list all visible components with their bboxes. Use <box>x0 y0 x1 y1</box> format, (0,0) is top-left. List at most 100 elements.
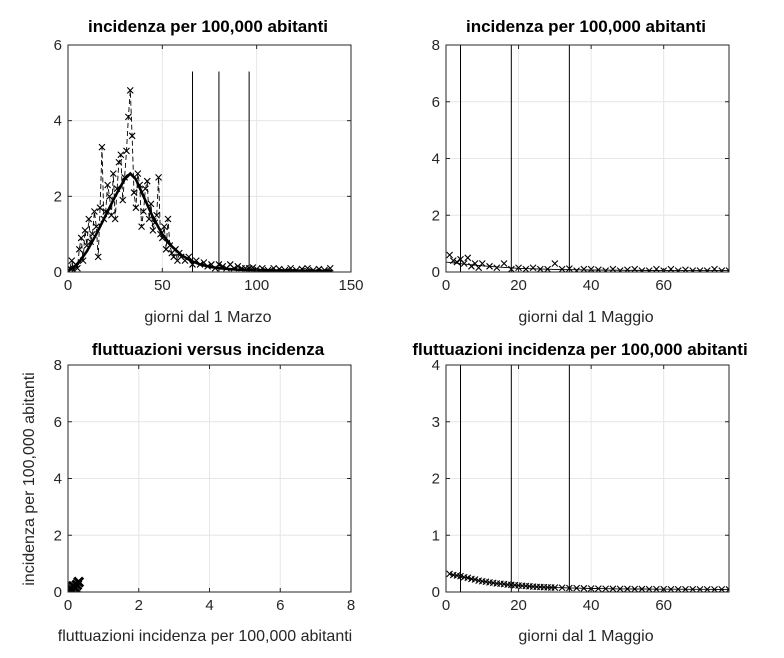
data-point-marker <box>160 223 168 230</box>
data-point-marker <box>711 265 718 272</box>
data-point-marker <box>81 226 89 234</box>
data-point-marker <box>121 174 128 181</box>
data-point-marker <box>689 585 697 592</box>
panel-3-ylabel: incidenza per 100,000 abitanti <box>21 372 38 586</box>
data-point-marker <box>653 265 660 272</box>
data-point-marker <box>117 151 125 159</box>
data-point-marker <box>522 265 530 272</box>
data-point-marker <box>126 87 134 94</box>
panel-2-xlabel: giorni dal 1 Maggio <box>518 309 653 326</box>
data-point-marker <box>631 585 639 592</box>
panel-4-title: fluttuazioni incidenza per 100,000 abita… <box>412 340 747 359</box>
data-point-marker <box>529 264 537 272</box>
data-point-marker <box>624 585 631 592</box>
data-point-marker <box>565 265 573 272</box>
plot-area <box>68 576 85 592</box>
panel-4: fluttuazioni incidenza per 100,000 abita… <box>412 340 747 645</box>
panel-2-plot: 0 20 40 60 0 2 4 6 8 <box>432 37 730 294</box>
data-point-marker <box>609 585 617 592</box>
x-tick-label: 6 <box>276 597 284 614</box>
x-tick-label: 150 <box>338 277 363 294</box>
x-tick-label: 60 <box>655 277 672 294</box>
panel-4-xlabel: giorni dal 1 Maggio <box>518 628 653 645</box>
panel-4-plot: 0 20 40 60 0 1 2 3 4 <box>432 357 730 614</box>
x-tick-label: 0 <box>442 277 450 294</box>
y-tick-label: 2 <box>432 207 440 224</box>
data-point-marker <box>71 579 83 591</box>
data-point-marker <box>453 258 461 266</box>
panel-1-xlabel: giorni dal 1 Marzo <box>144 309 271 326</box>
data-point-marker <box>667 585 675 592</box>
y-tick-label: 8 <box>432 37 440 54</box>
x-tick-label: 0 <box>64 277 72 294</box>
x-tick-label: 0 <box>442 597 450 614</box>
data-point-marker <box>130 189 138 196</box>
data-point-marker <box>645 585 653 592</box>
x-tick-label: 60 <box>655 597 672 614</box>
data-point-marker <box>565 584 573 592</box>
data-point-marker <box>703 585 711 592</box>
y-tick-label: 4 <box>54 471 62 488</box>
panel-1-plot: 0 50 100 150 0 2 4 6 <box>54 37 364 294</box>
axes-frame <box>67 44 352 273</box>
panel-3-xlabel: fluttuazioni incidenza per 100,000 abita… <box>58 628 352 645</box>
panel-3-title: fluttuazioni versus incidenza <box>92 340 325 359</box>
y-tick-label: 0 <box>432 584 440 601</box>
data-point-marker <box>109 170 117 178</box>
y-tick-label: 6 <box>54 414 62 431</box>
data-point-marker <box>119 196 127 204</box>
data-point-marker <box>464 254 472 262</box>
panel-1: incidenza per 100,000 abitanti giorni da… <box>54 17 364 326</box>
x-tick-label: 40 <box>583 597 600 614</box>
data-point-marker <box>75 245 83 253</box>
data-point-marker <box>115 158 123 166</box>
plot-area <box>446 45 729 272</box>
data-point-marker <box>77 234 85 242</box>
x-tick-label: 100 <box>244 277 269 294</box>
data-point-marker <box>653 585 660 592</box>
data-point-marker <box>573 584 581 592</box>
x-tick-label: 20 <box>510 277 527 294</box>
x-tick-label: 40 <box>583 277 600 294</box>
data-point-marker <box>141 185 149 193</box>
y-tick-label: 1 <box>432 527 440 544</box>
data-point-marker <box>106 192 113 200</box>
data-point-marker <box>446 251 454 259</box>
y-tick-label: 4 <box>432 357 440 374</box>
panel-3-plot: 0 2 4 6 8 0 2 4 6 8 <box>54 357 356 614</box>
y-tick-label: 4 <box>432 151 440 168</box>
data-point-marker <box>128 132 136 140</box>
data-point-marker <box>91 208 98 215</box>
data-point-marker <box>507 265 515 272</box>
data-point-marker <box>682 585 689 592</box>
x-tick-label: 4 <box>205 597 213 614</box>
data-point-marker <box>96 204 104 212</box>
x-tick-label: 50 <box>154 277 171 294</box>
data-point-marker <box>98 143 106 151</box>
data-point-marker <box>460 260 468 267</box>
data-point-marker <box>580 584 588 592</box>
data-point-marker <box>602 267 610 272</box>
x-tick-label: 0 <box>64 597 72 614</box>
data-point-marker <box>718 586 726 592</box>
data-point-marker <box>493 264 501 272</box>
y-tick-label: 0 <box>432 264 440 281</box>
data-point-marker <box>153 211 161 219</box>
data-point-marker <box>696 585 704 592</box>
data-point-marker <box>215 261 223 268</box>
y-tick-label: 4 <box>54 113 62 130</box>
plot-area <box>446 365 729 592</box>
series-raw-line <box>69 90 331 271</box>
plot-area <box>68 71 334 272</box>
data-point-marker <box>145 215 153 223</box>
x-tick-label: 8 <box>347 597 355 614</box>
data-point-marker <box>725 586 729 592</box>
data-point-marker <box>104 181 112 189</box>
data-point-marker <box>500 260 508 267</box>
y-tick-label: 6 <box>432 94 440 111</box>
data-point-marker <box>155 174 162 181</box>
y-tick-label: 2 <box>54 188 62 205</box>
y-tick-label: 2 <box>432 471 440 488</box>
data-point-marker <box>140 208 147 215</box>
